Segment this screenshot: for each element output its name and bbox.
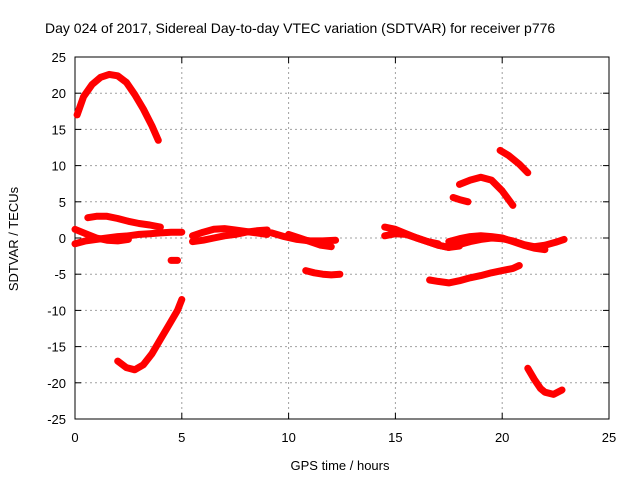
data-series-arc-19: [496, 146, 532, 177]
y-tick-label: -20: [47, 376, 66, 391]
x-tick-label: 10: [281, 430, 295, 445]
y-tick-label: 10: [52, 159, 66, 174]
x-axis-label: GPS time / hours: [291, 458, 390, 473]
data-series-arc-18: [456, 173, 517, 209]
data-series-arc-16: [426, 262, 523, 287]
data-series-arc-8: [189, 226, 271, 246]
data-series-arc-11: [302, 267, 344, 279]
data-series-arc-17: [449, 194, 472, 206]
x-tick-label: 20: [495, 430, 509, 445]
y-tick-label: 5: [59, 195, 66, 210]
data-series-arc-20: [524, 364, 566, 398]
y-tick-label: 15: [52, 122, 66, 137]
data-series-arc-10: [285, 230, 335, 251]
series-group: [71, 70, 568, 398]
y-tick-label: -15: [47, 340, 66, 355]
y-tick-label: -10: [47, 303, 66, 318]
data-series-arc-2: [84, 212, 164, 231]
y-tick-label: 0: [59, 231, 66, 246]
x-tick-label: 5: [178, 430, 185, 445]
chart-title: Day 024 of 2017, Sidereal Day-to-day VTE…: [45, 20, 555, 36]
y-tick-label: 25: [52, 50, 66, 65]
data-series-arc-1: [73, 70, 162, 144]
x-tick-label: 25: [602, 430, 616, 445]
data-series-arc-15: [445, 232, 549, 254]
y-tick-label: -25: [47, 412, 66, 427]
y-axis-label: SDTVAR / TECUs: [6, 186, 21, 291]
x-tick-label: 0: [71, 430, 78, 445]
data-series-arc-6: [114, 296, 186, 374]
y-tick-label: 20: [52, 86, 66, 101]
grid-lines: [75, 57, 609, 419]
x-tick-label: 15: [388, 430, 402, 445]
data-series-arc-4: [71, 225, 132, 245]
y-axis: -25 -20 -15 -10 -5 0 5 10 15 20 25: [47, 50, 609, 427]
x-axis: 0 5 10 15 20 25: [71, 57, 616, 445]
y-tick-label: -5: [54, 267, 66, 282]
